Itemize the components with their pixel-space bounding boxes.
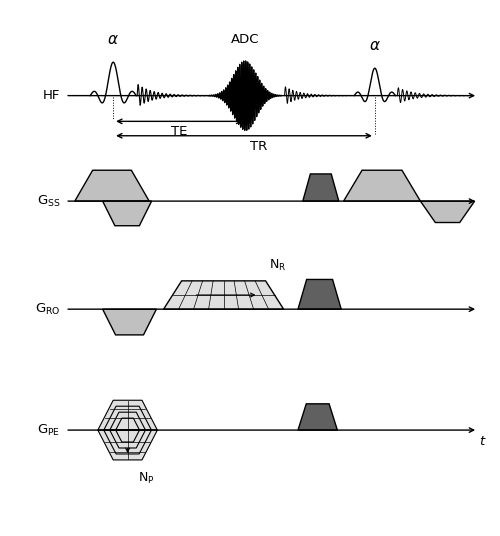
Polygon shape — [164, 281, 284, 309]
Polygon shape — [102, 309, 156, 335]
Polygon shape — [98, 400, 158, 430]
Text: HF: HF — [43, 89, 60, 102]
Text: $\alpha$: $\alpha$ — [369, 38, 380, 53]
Polygon shape — [420, 201, 474, 222]
Text: $\alpha$: $\alpha$ — [108, 32, 119, 47]
Polygon shape — [344, 170, 420, 201]
Text: $\mathrm{N_R}$: $\mathrm{N_R}$ — [270, 257, 287, 273]
Text: ADC: ADC — [231, 33, 260, 46]
Text: t: t — [479, 435, 484, 448]
Polygon shape — [303, 174, 339, 201]
Polygon shape — [298, 279, 341, 309]
Polygon shape — [98, 430, 158, 460]
Text: $\mathrm{G_{SS}}$: $\mathrm{G_{SS}}$ — [36, 193, 60, 209]
Text: $\mathrm{N_P}$: $\mathrm{N_P}$ — [138, 471, 154, 486]
Polygon shape — [102, 201, 152, 226]
Polygon shape — [298, 404, 338, 430]
Text: $\mathrm{G_{PE}}$: $\mathrm{G_{PE}}$ — [37, 422, 60, 437]
Polygon shape — [75, 170, 149, 201]
Text: TR: TR — [250, 140, 267, 153]
Text: TE: TE — [171, 125, 188, 138]
Text: $\mathrm{G_{RO}}$: $\mathrm{G_{RO}}$ — [35, 302, 60, 317]
